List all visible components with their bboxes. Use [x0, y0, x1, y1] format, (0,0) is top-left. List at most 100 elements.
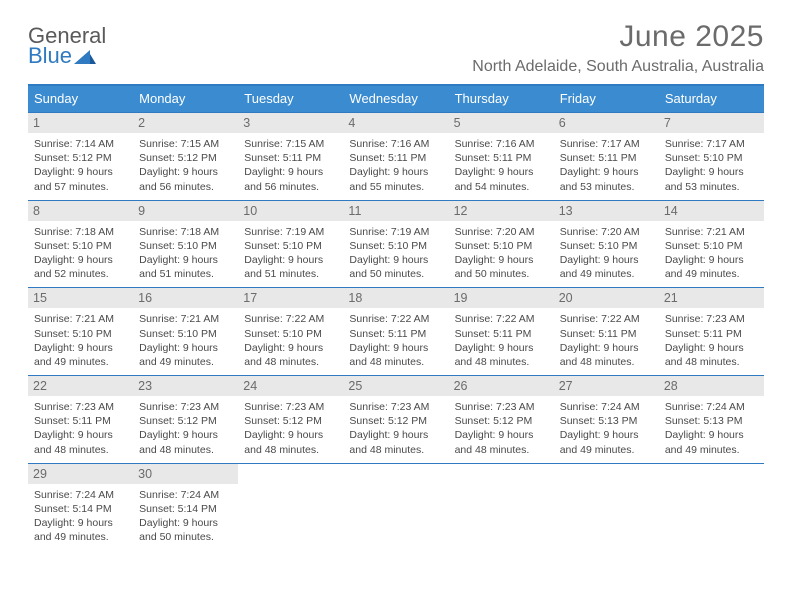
daylight-text: Daylight: 9 hours and 48 minutes. [139, 429, 218, 455]
page-title: June 2025 [472, 20, 764, 54]
day-cell: 10Sunrise: 7:19 AMSunset: 5:10 PMDayligh… [238, 201, 343, 288]
sunset-text: Sunset: 5:12 PM [139, 415, 217, 427]
day-number: 27 [554, 376, 659, 396]
logo-line2: Blue [28, 43, 72, 68]
sunset-text: Sunset: 5:11 PM [34, 415, 111, 427]
sunset-text: Sunset: 5:10 PM [139, 328, 217, 340]
sunset-text: Sunset: 5:11 PM [560, 152, 637, 164]
day-number: 20 [554, 288, 659, 308]
sunrise-text: Sunrise: 7:19 AM [244, 226, 324, 238]
day-cell: 20 Sunrise: 7:22 AMSunset: 5:11 PMDayligh… [554, 288, 659, 375]
sunset-text: Sunset: 5:11 PM [349, 152, 426, 164]
day-cell: 19Sunrise: 7:22 AMSunset: 5:11 PMDayligh… [449, 288, 554, 375]
daylight-text: Daylight: 9 hours and 53 minutes. [665, 166, 744, 192]
sunset-text: Sunset: 5:13 PM [560, 415, 638, 427]
sunrise-text: Sunrise: 7:24 AM [139, 489, 219, 501]
day-number: 6 [554, 113, 659, 133]
day-number: 4 [343, 113, 448, 133]
sunrise-text: Sunrise: 7:14 AM [34, 138, 114, 150]
day-info: Sunrise: 7:23 AMSunset: 5:12 PMDaylight:… [455, 400, 548, 457]
day-cell: . [659, 464, 764, 551]
sunrise-text: Sunrise: 7:22 AM [455, 313, 535, 325]
day-cell: 11Sunrise: 7:19 AMSunset: 5:10 PMDayligh… [343, 201, 448, 288]
day-info: Sunrise: 7:16 AMSunset: 5:11 PMDaylight:… [455, 137, 548, 194]
day-number: 2 [133, 113, 238, 133]
sunset-text: Sunset: 5:10 PM [34, 328, 112, 340]
day-cell: 27Sunrise: 7:24 AMSunset: 5:13 PMDayligh… [554, 376, 659, 463]
sunrise-text: Sunrise: 7:17 AM [560, 138, 640, 150]
daylight-text: Daylight: 9 hours and 48 minutes. [349, 429, 428, 455]
day-number: 30 [133, 464, 238, 484]
day-number: 24 [238, 376, 343, 396]
daylight-text: Daylight: 9 hours and 48 minutes. [244, 429, 323, 455]
day-info: Sunrise: 7:23 AM Sunset: 5:12 PM Daylight:… [139, 400, 232, 457]
day-header: Monday [133, 86, 238, 112]
day-info: Sunrise: 7:23 AMSunset: 5:11 PMDaylight:… [665, 312, 758, 369]
sunset-text: Sunset: 5:14 PM [139, 503, 217, 515]
sunset-text: Sunset: 5:10 PM [349, 240, 427, 252]
day-cell: 21 Sunrise: 7:23 AMSunset: 5:11 PMDayligh… [659, 288, 764, 375]
week-row: 22Sunrise: 7:23 AMSunset: 5:11 PMDayligh… [28, 375, 764, 463]
logo: General Blue [28, 20, 106, 67]
daylight-text: Daylight: 9 hours and 49 minutes. [139, 342, 218, 368]
day-cell: 6Sunrise: 7:17 AMSunset: 5:11 PMDaylight… [554, 113, 659, 200]
day-info: Sunrise: 7:23 AMSunset: 5:11 PMDaylight:… [34, 400, 127, 457]
sunrise-text: Sunrise: 7:19 AM [349, 226, 429, 238]
sunset-text: Sunset: 5:10 PM [244, 240, 322, 252]
daylight-text: Daylight: 9 hours and 51 minutes. [139, 254, 218, 280]
daylight-text: Daylight: 9 hours and 48 minutes. [349, 342, 428, 368]
sunrise-text: Sunrise: 7:23 AM [139, 401, 219, 413]
day-number: 10 [238, 201, 343, 221]
daylight-text: Daylight: 9 hours and 49 minutes. [665, 429, 744, 455]
day-info: Sunrise: 7:23 AMSunset: 5:12 PMDaylight:… [244, 400, 337, 457]
day-number: 3 [238, 113, 343, 133]
day-header: Thursday [449, 86, 554, 112]
sunrise-text: Sunrise: 7:22 AM [560, 313, 640, 325]
sunset-text: Sunset: 5:12 PM [455, 415, 533, 427]
day-info: Sunrise: 7:22 AMSunset: 5:11 PMDaylight:… [560, 312, 653, 369]
day-cell: 16Sunrise: 7:21 AMSunset: 5:10 PMDayligh… [133, 288, 238, 375]
day-info: Sunrise: 7:21 AMSunset: 5:10 PMDaylight:… [665, 225, 758, 282]
sunrise-text: Sunrise: 7:23 AM [455, 401, 535, 413]
sunrise-text: Sunrise: 7:24 AM [665, 401, 745, 413]
day-cell: 29Sunrise: 7:24 AMSunset: 5:14 PMDayligh… [28, 464, 133, 551]
sunset-text: Sunset: 5:12 PM [139, 152, 217, 164]
day-header: Saturday [659, 86, 764, 112]
daylight-text: Daylight: 9 hours and 54 minutes. [455, 166, 534, 192]
week-row: 1Sunrise: 7:14 AMSunset: 5:12 PMDaylight… [28, 112, 764, 200]
day-number: 25 [343, 376, 448, 396]
sunrise-text: Sunrise: 7:18 AM [34, 226, 114, 238]
sunset-text: Sunset: 5:11 PM [455, 152, 532, 164]
daylight-text: Daylight: 9 hours and 57 minutes. [34, 166, 113, 192]
day-number: 26 [449, 376, 554, 396]
day-info: Sunrise: 7:14 AMSunset: 5:12 PMDaylight:… [34, 137, 127, 194]
day-header: Sunday [28, 86, 133, 112]
sunset-text: Sunset: 5:10 PM [244, 328, 322, 340]
week-row: 15Sunrise: 7:21 AMSunset: 5:10 PMDayligh… [28, 287, 764, 375]
sunset-text: Sunset: 5:11 PM [455, 328, 532, 340]
sunset-text: Sunset: 5:10 PM [665, 240, 743, 252]
day-info: Sunrise: 7:22 AMSunset: 5:11 PMDaylight:… [455, 312, 548, 369]
day-info: Sunrise: 7:15 AMSunset: 5:12 PMDaylight:… [139, 137, 232, 194]
day-cell: 2 Sunrise: 7:15 AMSunset: 5:12 PMDaylight… [133, 113, 238, 200]
day-info: Sunrise: 7:21 AMSunset: 5:10 PMDaylight:… [34, 312, 127, 369]
day-info: Sunrise: 7:22 AM Sunset: 5:11 PM Daylight:… [349, 312, 442, 369]
week-row: 29Sunrise: 7:24 AMSunset: 5:14 PMDayligh… [28, 463, 764, 551]
sunrise-text: Sunrise: 7:22 AM [349, 313, 429, 325]
week-row: 8Sunrise: 7:18 AMSunset: 5:10 PMDaylight… [28, 200, 764, 288]
daylight-text: Daylight: 9 hours and 56 minutes. [244, 166, 323, 192]
day-cell: . [343, 464, 448, 551]
day-info: Sunrise: 7:23 AMSunset: 5:12 PMDaylight:… [349, 400, 442, 457]
sunset-text: Sunset: 5:10 PM [560, 240, 638, 252]
sunrise-text: Sunrise: 7:23 AM [349, 401, 429, 413]
day-header: Tuesday [238, 86, 343, 112]
daylight-text: Daylight: 9 hours and 48 minutes. [244, 342, 323, 368]
day-cell: 14Sunrise: 7:21 AMSunset: 5:10 PMDayligh… [659, 201, 764, 288]
day-cell: 3Sunrise: 7:15 AMSunset: 5:11 PMDaylight… [238, 113, 343, 200]
sunrise-text: Sunrise: 7:21 AM [665, 226, 745, 238]
day-info: Sunrise: 7:20 AMSunset: 5:10 PMDaylight:… [560, 225, 653, 282]
sunrise-text: Sunrise: 7:24 AM [560, 401, 640, 413]
sunset-text: Sunset: 5:11 PM [349, 328, 426, 340]
day-header-row: SundayMondayTuesdayWednesdayThursdayFrid… [28, 86, 764, 112]
day-number: 21 [659, 288, 764, 308]
